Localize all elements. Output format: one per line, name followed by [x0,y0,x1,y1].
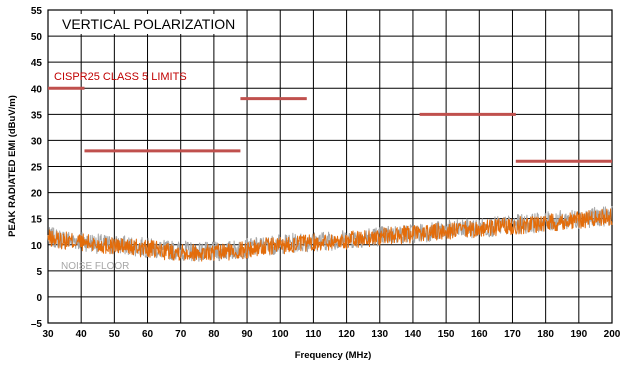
x-tick-label: 50 [109,329,121,340]
x-tick-label: 190 [570,329,587,340]
series-line-measurement [47,208,613,262]
chart-title: VERTICAL POLARIZATION [62,16,235,32]
y-tick-label: 35 [31,110,43,121]
x-tick-label: 180 [537,329,554,340]
y-tick-label: 45 [31,58,43,69]
limits-layer [48,86,612,163]
x-tick-label: 140 [405,329,422,340]
y-tick-label: 15 [31,215,43,226]
noise-floor-label: NOISE FLOOR [61,261,129,272]
y-tick-label: 5 [36,267,42,278]
x-tick-label: 130 [371,329,388,340]
x-tick-label: 100 [272,329,289,340]
x-tick-label: 120 [338,329,355,340]
y-tick-label: 25 [31,163,43,174]
x-tick-label: 30 [42,329,54,340]
y-tick-label: 30 [31,136,43,147]
y-tick-label: 40 [31,84,43,95]
grid [47,9,613,324]
y-tick-label: 20 [31,189,43,200]
x-tick-label: 60 [142,329,154,340]
x-tick-label: 110 [305,329,322,340]
limits-label: CISPR25 CLASS 5 LIMITS [54,71,187,83]
title-background [58,14,240,34]
x-tick-label: 160 [471,329,488,340]
x-tick-label: 80 [208,329,220,340]
plot-border [47,9,613,324]
y-tick-label: 0 [36,293,42,304]
y-tick-label: 10 [31,241,43,252]
series-layer [47,205,613,262]
x-tick-label: 150 [438,329,455,340]
tick-labels: 30 40 50 60 70 80 90 100 110 120 130 140 150 160 170 18… [31,6,621,340]
y-tick-label: 50 [31,32,43,43]
x-tick-label: 40 [76,329,88,340]
x-tick-label: 170 [504,329,521,340]
x-axis-title: Frequency (MHz) [295,350,372,361]
y-tick-label: –5 [31,319,43,330]
y-axis-title: PEAK RADIATED EMI (dBuV/m) [7,95,18,237]
x-tick-label: 90 [241,329,253,340]
x-tick-label: 70 [175,329,187,340]
x-tick-label: 200 [604,329,621,340]
y-tick-label: 55 [31,6,43,17]
